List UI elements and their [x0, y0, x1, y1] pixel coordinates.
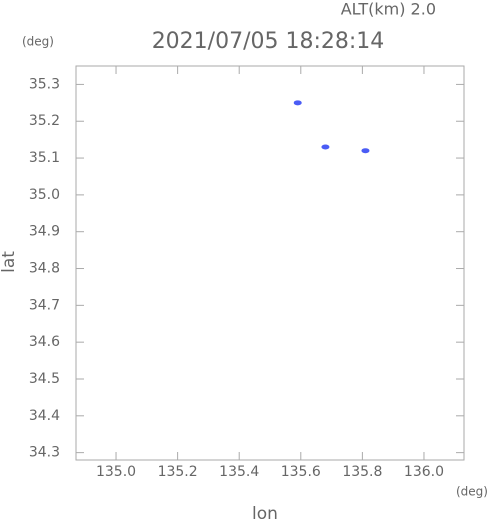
x-tick-label: 135.2	[158, 464, 198, 480]
y-tick-label: 34.8	[29, 261, 60, 277]
x-tick-label: 135.4	[219, 464, 259, 480]
subtitle: ALT(km) 2.0	[341, 0, 436, 19]
y-tick-label: 35.1	[29, 150, 60, 166]
plot-frame	[75, 65, 465, 461]
point	[321, 144, 330, 150]
x-tick-label: 135.8	[342, 464, 382, 480]
y-axis-label: lat	[0, 251, 19, 273]
x-tick-label: 135.0	[96, 464, 136, 480]
y-unit: (deg)	[22, 35, 54, 49]
y-tick-label: 35.0	[29, 187, 60, 203]
y-tick-label: 34.9	[29, 224, 60, 240]
y-tick-label: 34.3	[29, 445, 60, 461]
y-tick-label: 35.3	[29, 76, 60, 92]
y-tick-label: 34.7	[29, 297, 60, 313]
y-tick-label: 34.5	[29, 371, 60, 387]
x-axis-label: lon	[252, 504, 278, 521]
x-unit: (deg)	[456, 485, 488, 499]
x-tick-label: 135.6	[281, 464, 321, 480]
y-tick-label: 35.2	[29, 113, 60, 129]
y-tick-label: 34.4	[29, 408, 60, 424]
point	[293, 100, 302, 106]
chart-title: 2021/07/05 18:28:14	[152, 29, 385, 54]
point	[361, 148, 370, 154]
x-tick-label: 136.0	[404, 464, 444, 480]
y-tick-label: 34.6	[29, 334, 60, 350]
